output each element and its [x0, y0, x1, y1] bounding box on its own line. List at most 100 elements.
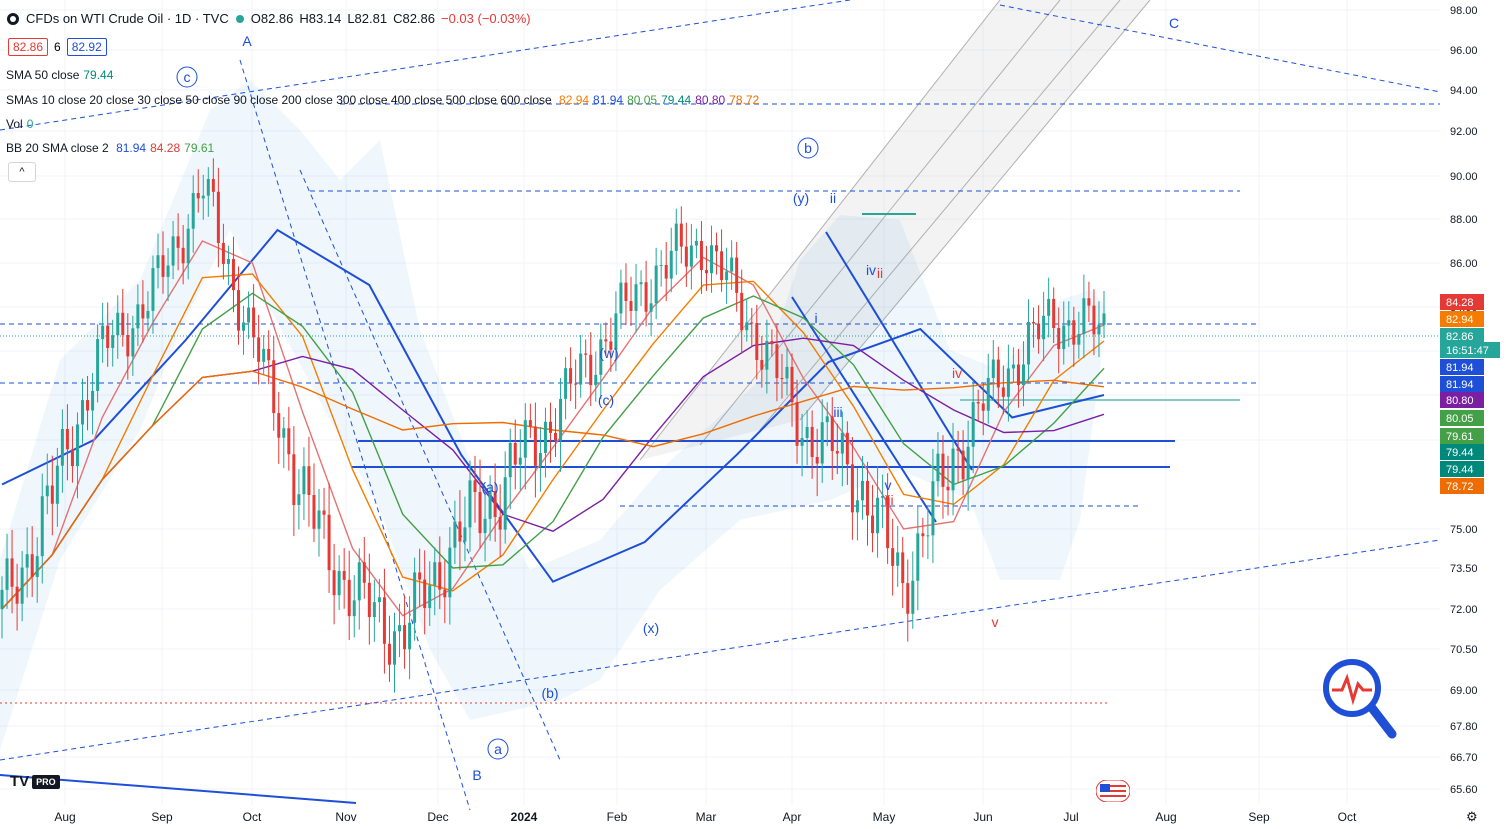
x-tick-label: Nov: [335, 810, 356, 824]
candle-body: [725, 271, 729, 281]
x-tick-label: Oct: [1338, 810, 1357, 824]
legend-sma50[interactable]: SMA 50 close 79.44: [6, 68, 113, 82]
candle-body: [302, 466, 306, 495]
candle-body: [901, 552, 905, 584]
x-tick-label: Oct: [243, 810, 262, 824]
candle-body: [55, 465, 59, 504]
candle-body: [891, 548, 895, 566]
tradingview-logo[interactable]: TV PRO: [10, 773, 60, 790]
candle-body: [981, 403, 985, 411]
candle-body: [911, 580, 915, 614]
candle-body: [30, 554, 34, 577]
candle-body: [609, 341, 613, 350]
candle-body: [1082, 298, 1086, 335]
candle-body: [815, 456, 819, 464]
candle-body: [710, 245, 714, 274]
sma-line: [1, 292, 1105, 610]
symbol-title[interactable]: CFDs on WTI Crude Oil · 1D · TVC: [26, 11, 229, 26]
candle-body: [750, 322, 754, 324]
candle-body: [599, 339, 603, 375]
candle-body: [840, 432, 844, 454]
legend-vol[interactable]: Vol 0: [6, 117, 33, 131]
candle-body: [196, 193, 200, 199]
candle-body: [674, 223, 678, 251]
bid-price[interactable]: 82.86: [8, 38, 49, 56]
price-label: 79.61: [1446, 431, 1474, 443]
candle-body: [60, 428, 64, 466]
candle-body: [493, 491, 497, 517]
price-label-bg: [1440, 311, 1484, 327]
sma-line: [1, 370, 1105, 610]
candle-body: [604, 339, 608, 342]
y-tick-label: 66.70: [1450, 752, 1478, 764]
dashed-trendline: [239, 59, 471, 811]
candle-body: [453, 521, 457, 548]
candle-body: [704, 270, 708, 274]
y-tick-label: 94.00: [1450, 85, 1478, 97]
legend-bb[interactable]: BB 20 SMA close 2 81.94 84.28 79.61: [6, 141, 214, 155]
candle-body: [659, 264, 663, 266]
ask-price[interactable]: 82.92: [66, 38, 107, 56]
candle-body: [926, 535, 930, 537]
ohlc-high: H83.14: [299, 11, 342, 26]
candle-body: [247, 307, 251, 323]
candle-body: [206, 178, 210, 196]
time-axis[interactable]: Aug Sep Oct Nov Dec 2024 Feb Mar Apr May Jun Jul Aug…: [54, 810, 1357, 824]
legend-value: 0: [26, 117, 34, 131]
candle-body: [1021, 364, 1025, 386]
candle-body: [126, 335, 130, 357]
drawing-layer: [0, 0, 1441, 811]
candle-body: [634, 284, 638, 311]
collapse-legend-button[interactable]: ^: [8, 162, 36, 182]
candle-body: [805, 427, 809, 439]
candle-body: [1006, 368, 1010, 397]
legend-label: BB 20 SMA close 2: [6, 141, 109, 155]
candle-body: [75, 424, 79, 467]
candle-body: [10, 558, 14, 587]
legend-smas[interactable]: SMAs 10 close 20 close 30 close 50 close…: [6, 93, 759, 107]
price-label: 16:51:47: [1446, 345, 1489, 357]
candle-body: [277, 413, 281, 438]
candle-body: [483, 518, 487, 534]
candle-body: [382, 597, 386, 644]
candle-body: [699, 240, 703, 271]
sma-line: [1, 273, 1105, 610]
wave-label: ii: [830, 190, 836, 206]
candle-body: [584, 353, 588, 355]
dashed-trendline: [0, 539, 1441, 761]
candle-body: [569, 368, 573, 384]
wave-label: (x): [643, 620, 659, 636]
price-label-bg: [1440, 444, 1484, 460]
wave-label: (c): [598, 392, 614, 408]
y-tick-label: 65.60: [1450, 784, 1478, 796]
candle-body: [1037, 323, 1041, 340]
x-tick-label: Feb: [607, 810, 628, 824]
candle-body: [91, 390, 95, 411]
legend-values: 82.94 81.94 80.05 79.44 80.80 78.72: [555, 93, 759, 107]
candle-body: [594, 374, 598, 386]
candle-body: [392, 631, 396, 665]
candle-body: [307, 466, 311, 496]
candle-body: [1072, 320, 1076, 345]
candle-body: [423, 579, 427, 609]
y-tick-label: 88.00: [1450, 214, 1478, 226]
price-label-bg: [1440, 294, 1484, 310]
candle-body: [589, 354, 593, 386]
gear-icon[interactable]: ⚙: [1466, 809, 1478, 824]
candle-body: [1042, 315, 1046, 340]
price-label-bg: [1440, 461, 1484, 477]
candle-body: [463, 527, 467, 542]
candle-body: [664, 264, 668, 279]
candle-body: [201, 195, 205, 199]
chart-header: CFDs on WTI Crude Oil · 1D · TVC O82.86 …: [6, 11, 531, 26]
candle-body: [936, 453, 940, 482]
candle-body: [242, 322, 246, 331]
bb-fill: [0, 80, 1105, 750]
candle-body: [166, 265, 170, 277]
candle-body: [745, 322, 749, 331]
us-flag-icon[interactable]: [1096, 780, 1130, 802]
x-tick-label: Jun: [973, 810, 992, 824]
candle-body: [528, 420, 532, 427]
y-tick-label: 98.00: [1450, 5, 1478, 17]
